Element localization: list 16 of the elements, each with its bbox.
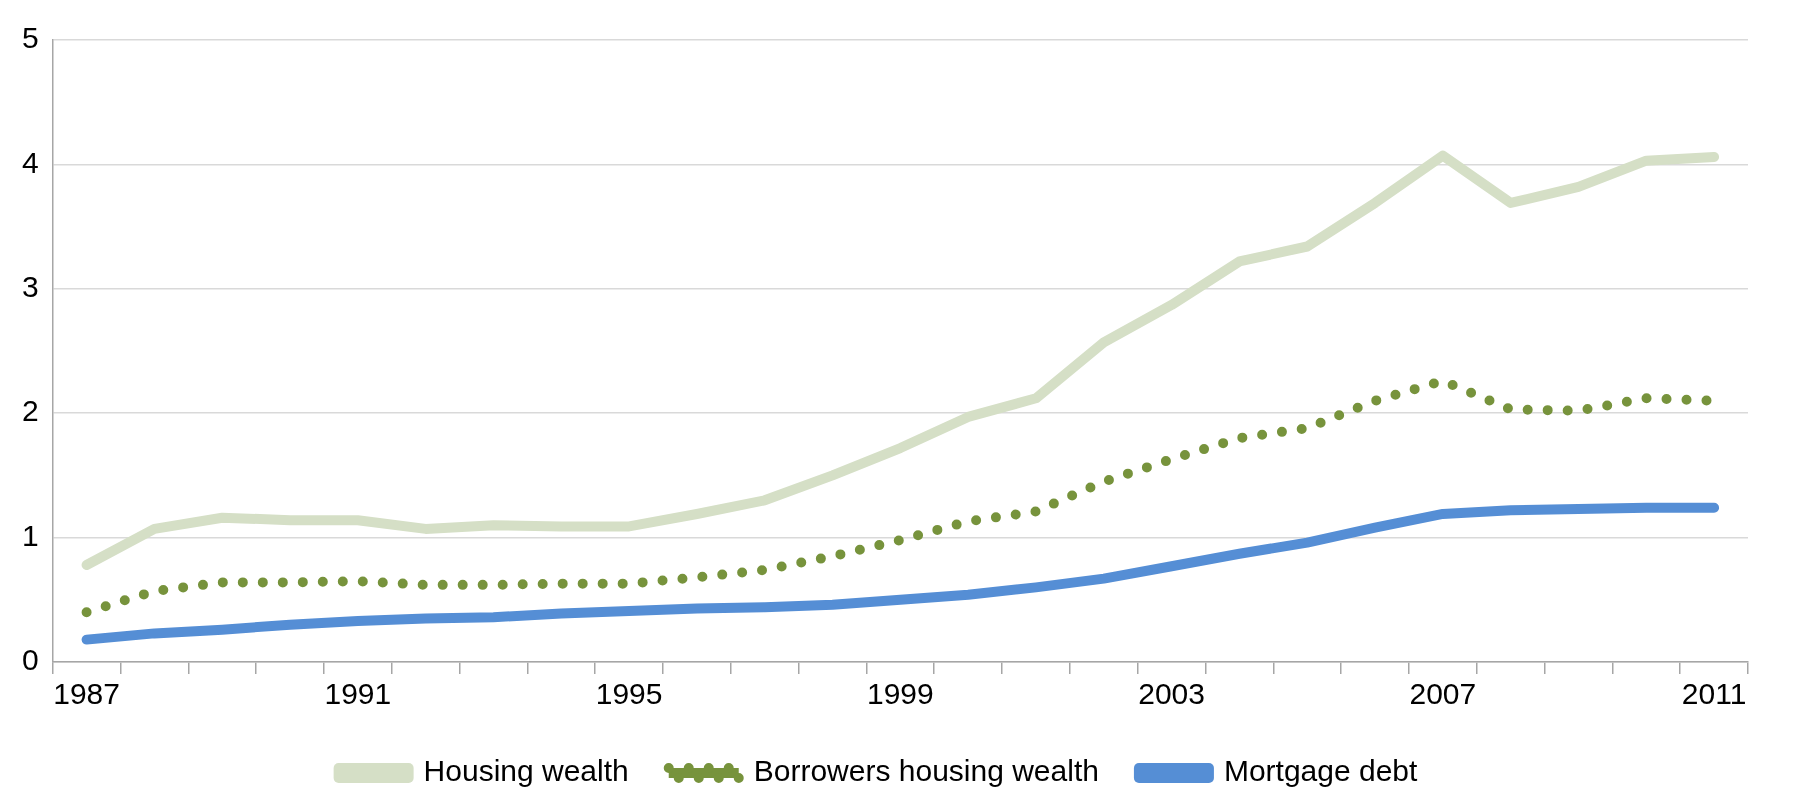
legend-label: Mortgage debt [1223, 754, 1419, 788]
y-tick-label: 5 [22, 21, 39, 55]
x-tick-label: 1991 [324, 677, 392, 711]
y-tick-label: 2 [22, 394, 39, 428]
x-tick-label: 2007 [1409, 677, 1477, 711]
x-tick-label: 2003 [1138, 677, 1205, 711]
x-tick-label: 1995 [595, 677, 663, 711]
y-tick-label: 1 [22, 518, 39, 552]
y-tick-label: 0 [22, 643, 39, 677]
y-tick-label: 4 [22, 145, 39, 179]
y-tick-label: 3 [22, 270, 39, 304]
legend-label: Housing wealth [423, 754, 629, 788]
legend-label: Borrowers housing wealth [753, 754, 1099, 788]
x-tick-label: 2011 [1681, 677, 1747, 711]
x-tick-label: 1987 [53, 677, 120, 711]
x-tick-label: 1999 [866, 677, 934, 711]
